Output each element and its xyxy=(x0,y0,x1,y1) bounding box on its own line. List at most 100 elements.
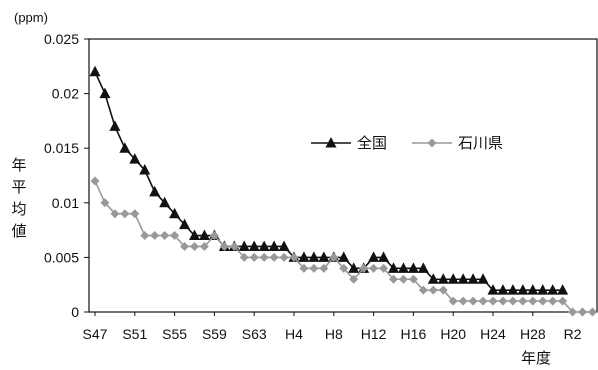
data-point xyxy=(457,273,469,284)
data-point xyxy=(308,251,320,262)
data-point xyxy=(578,307,588,317)
legend: 全国 石川県 xyxy=(311,134,503,152)
data-point xyxy=(209,231,219,241)
data-point xyxy=(120,209,130,219)
y-axis-label-char: 均 xyxy=(11,200,26,218)
data-point xyxy=(90,176,100,186)
x-tick-label: H28 xyxy=(520,326,546,342)
data-point xyxy=(309,263,319,273)
data-point xyxy=(338,251,350,262)
data-point xyxy=(548,296,558,306)
data-point xyxy=(359,263,369,273)
legend-marker xyxy=(427,138,437,148)
data-point xyxy=(199,241,209,251)
y-tick-label: 0.015 xyxy=(44,140,79,156)
data-point xyxy=(428,285,438,295)
data-point xyxy=(488,296,498,306)
data-point xyxy=(298,251,310,262)
data-point xyxy=(119,142,131,153)
data-point xyxy=(189,229,200,241)
data-point xyxy=(517,284,529,295)
data-point xyxy=(417,262,429,273)
series-layer xyxy=(89,65,597,317)
data-point xyxy=(508,296,518,306)
x-tick-label: H4 xyxy=(285,326,303,342)
data-point xyxy=(518,296,528,306)
data-point xyxy=(528,296,538,306)
data-point xyxy=(149,185,161,197)
data-point xyxy=(249,252,259,262)
data-point xyxy=(447,273,459,284)
data-point xyxy=(319,263,329,273)
data-point xyxy=(279,252,289,262)
data-point xyxy=(378,251,390,262)
data-point xyxy=(438,285,448,295)
data-point xyxy=(339,263,349,273)
legend-marker xyxy=(325,137,337,148)
x-tick-label: S47 xyxy=(83,326,108,342)
data-point xyxy=(238,240,250,251)
data-point xyxy=(537,284,549,295)
data-point xyxy=(477,273,489,284)
data-point xyxy=(348,262,360,273)
data-point xyxy=(198,229,210,241)
data-point xyxy=(498,296,508,306)
data-point xyxy=(140,231,150,241)
data-point xyxy=(558,296,568,306)
data-point xyxy=(179,218,191,230)
data-point xyxy=(129,153,141,164)
data-point xyxy=(557,284,569,295)
y-tick-label: 0.02 xyxy=(52,86,79,102)
data-point xyxy=(109,120,121,131)
data-point xyxy=(139,164,151,175)
data-point xyxy=(389,274,398,284)
data-point xyxy=(268,240,280,251)
data-point xyxy=(418,285,428,295)
data-point xyxy=(478,296,488,306)
x-tick-label: H8 xyxy=(325,326,343,342)
data-point xyxy=(458,296,468,306)
data-point xyxy=(190,241,199,251)
data-point xyxy=(538,296,548,306)
data-point xyxy=(547,284,559,295)
data-point xyxy=(349,274,359,284)
data-point xyxy=(318,251,330,262)
data-point xyxy=(89,65,101,77)
data-point xyxy=(110,209,120,219)
data-point xyxy=(467,273,479,284)
data-point xyxy=(448,296,458,306)
data-point xyxy=(269,252,279,262)
data-point xyxy=(150,231,160,241)
data-point xyxy=(169,207,181,219)
y-tick-label: 0.025 xyxy=(44,31,79,47)
x-tick-label: S51 xyxy=(122,326,147,342)
x-ticks: S47 S51 S55 S59 S63 H4 H8 H12 H16 H20 H24 H28 R2 xyxy=(83,312,582,342)
data-point xyxy=(258,240,270,251)
data-point xyxy=(248,240,260,251)
y-axis-label-char: 年 xyxy=(11,156,26,174)
data-point xyxy=(278,240,290,251)
y-tick-label: 0.005 xyxy=(44,249,79,265)
data-point xyxy=(588,307,597,317)
y-tick-label: 0.01 xyxy=(52,195,79,211)
data-point xyxy=(407,262,419,273)
y-ticks: 0 0.005 0.01 0.015 0.02 0.025 xyxy=(44,31,89,320)
x-tick-label: H16 xyxy=(401,326,427,342)
data-point xyxy=(379,263,389,273)
x-tick-label: S55 xyxy=(162,326,187,342)
data-point xyxy=(219,241,229,251)
x-tick-label: S59 xyxy=(202,326,227,342)
legend-label: 全国 xyxy=(357,134,387,152)
y-axis-label-char: 平 xyxy=(11,178,26,196)
data-point xyxy=(159,196,171,208)
data-point xyxy=(170,231,180,241)
data-point xyxy=(368,251,380,262)
series-national xyxy=(89,65,569,295)
data-point xyxy=(329,252,339,262)
data-point xyxy=(427,273,439,284)
x-axis-label: 年度 xyxy=(521,349,551,367)
data-point xyxy=(100,198,110,208)
data-point xyxy=(229,241,239,251)
data-point xyxy=(388,262,399,273)
